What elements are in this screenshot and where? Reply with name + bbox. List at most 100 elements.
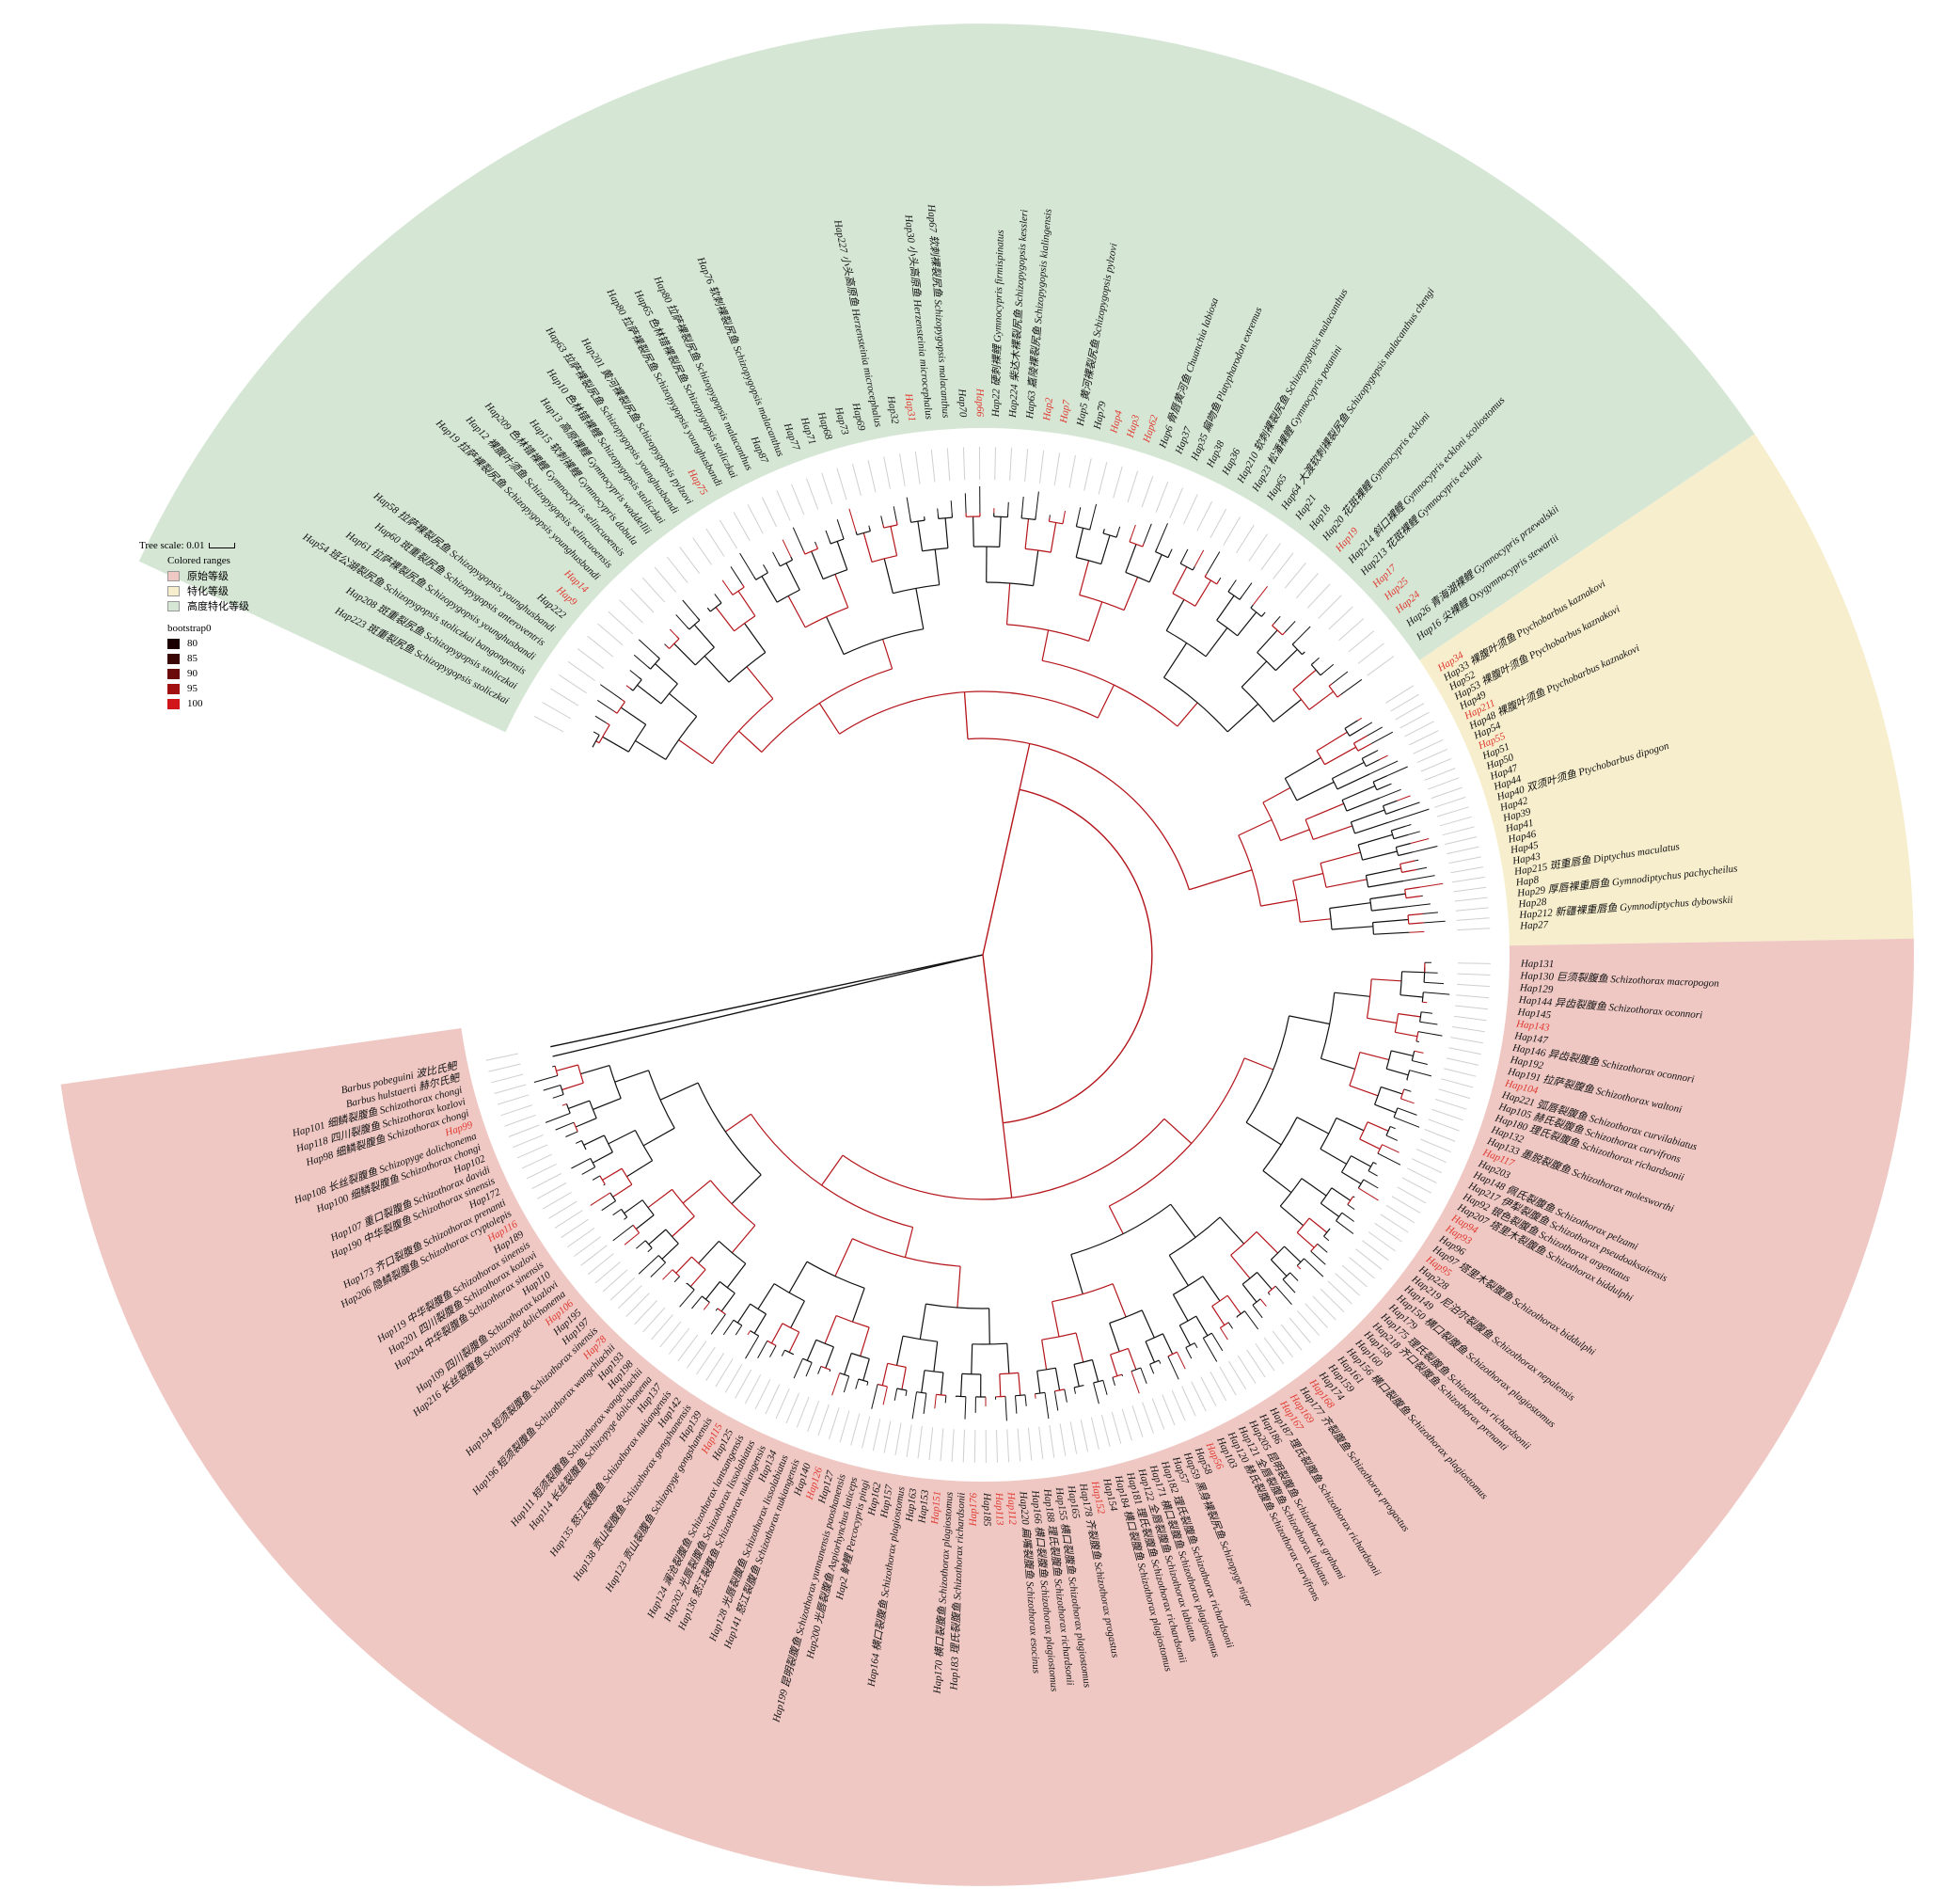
branch-radial [1130,524,1136,539]
branch-radial [1366,758,1380,768]
branch-radial [1257,629,1278,654]
branch-radial [834,574,849,609]
legend-label: 高度特化等级 [187,601,249,612]
leaf-tick [1416,748,1448,764]
branch-arc [852,1238,961,1267]
branch-radial [552,1065,556,1068]
branch-radial [769,1345,777,1357]
leaf-tick [696,1346,716,1375]
branch-radial [1341,1171,1362,1184]
leaf-tick [850,1413,861,1446]
leaf-tick [1397,1186,1427,1204]
leaf-tick [1391,1196,1421,1214]
leaf-tick [883,456,891,489]
leaf-tick [1038,1426,1044,1460]
leaf-tick [521,1153,552,1169]
leaf-tick [1453,886,1487,893]
branch-radial [1216,595,1235,621]
branch-radial [862,1358,870,1381]
branch-arc [776,589,800,603]
leaf-tick [1272,1330,1293,1358]
branch-radial [825,530,830,541]
branch-radial [1273,699,1302,722]
branch-radial [1344,720,1358,729]
leaf-tick [1171,1390,1186,1421]
leaf-tick [754,1379,771,1410]
branch-radial [831,1372,841,1396]
branch-radial [982,954,1004,1123]
leaf-label: Hap70 [956,388,968,418]
branch-radial [909,518,912,523]
branch-radial [1241,582,1253,597]
leaf-tick [619,599,644,624]
branch-radial [1035,491,1039,516]
leaf-tick [574,1236,601,1257]
branch-arc [806,1261,865,1289]
branch-radial [1369,760,1399,775]
branch-radial [629,670,640,678]
branch-radial [1141,1309,1155,1339]
leaf-tick [1438,1088,1471,1100]
branch-radial [691,1295,703,1309]
leaf-tick [559,674,587,694]
leaf-tick [1453,1015,1487,1022]
branch-radial [1403,1088,1412,1092]
branch-radial [1206,551,1221,575]
branch-radial [781,1349,785,1357]
branch-radial [1341,1212,1354,1222]
leaf-tick [549,688,579,706]
branch-radial [1102,1380,1108,1395]
branch-radial [1018,1372,1021,1396]
leaf-tick [608,611,634,635]
leaf-tick [1450,866,1483,874]
leaf-label: Hap163 [904,1487,920,1523]
leaf-label: Hap131 [1520,959,1555,971]
branch-radial [1274,648,1298,672]
branch-radial [1388,808,1430,823]
leaf-tick [1090,1417,1099,1450]
leaf-ticks [485,446,1491,1464]
branch-radial [636,1240,646,1249]
branch-radial [911,1391,917,1420]
legend-bootstrap-95: 95 [167,681,249,696]
branch-radial [612,1183,633,1198]
leaf-tick [1338,618,1365,642]
branch-radial [1259,1298,1267,1307]
branch-radial [1270,1259,1288,1277]
branch-radial [1416,866,1428,870]
branch-radial [1294,626,1311,643]
branch-radial [675,635,680,640]
branch-radial [1359,1138,1381,1150]
leaf-tick [1357,643,1384,664]
leaf-tick [806,478,819,510]
branch-radial [1349,1085,1379,1097]
leaf-tick [1420,1138,1451,1153]
branch-radial [893,506,897,522]
branch-radial [1320,1202,1340,1217]
branch-radial [1331,671,1349,685]
leaf-tick [899,453,906,486]
branch-arc [839,690,1099,735]
branch-radial [1093,1382,1099,1404]
branch-radial [1305,802,1344,820]
leaf-tick [796,1396,810,1428]
branch-arc [1291,643,1303,656]
branch-radial [1347,1204,1355,1211]
leaf-tick [1455,1005,1488,1010]
branch-radial [761,576,778,603]
branch-radial [1336,773,1370,790]
branch-radial [1358,833,1393,846]
branch-radial [1073,1364,1080,1387]
branch-radial [1363,1179,1379,1189]
branch-radial [638,676,642,680]
branch-arc [1006,624,1089,643]
leaf-tick [1191,1381,1207,1412]
branch-radial [724,1113,751,1133]
leaf-tick [1455,907,1489,912]
branch-radial [1301,651,1305,656]
branch-radial [1386,1068,1409,1076]
branch-radial [901,1367,907,1390]
tree-branches [533,485,1450,1421]
branch-radial [842,535,845,540]
branch-radial [1408,922,1424,925]
